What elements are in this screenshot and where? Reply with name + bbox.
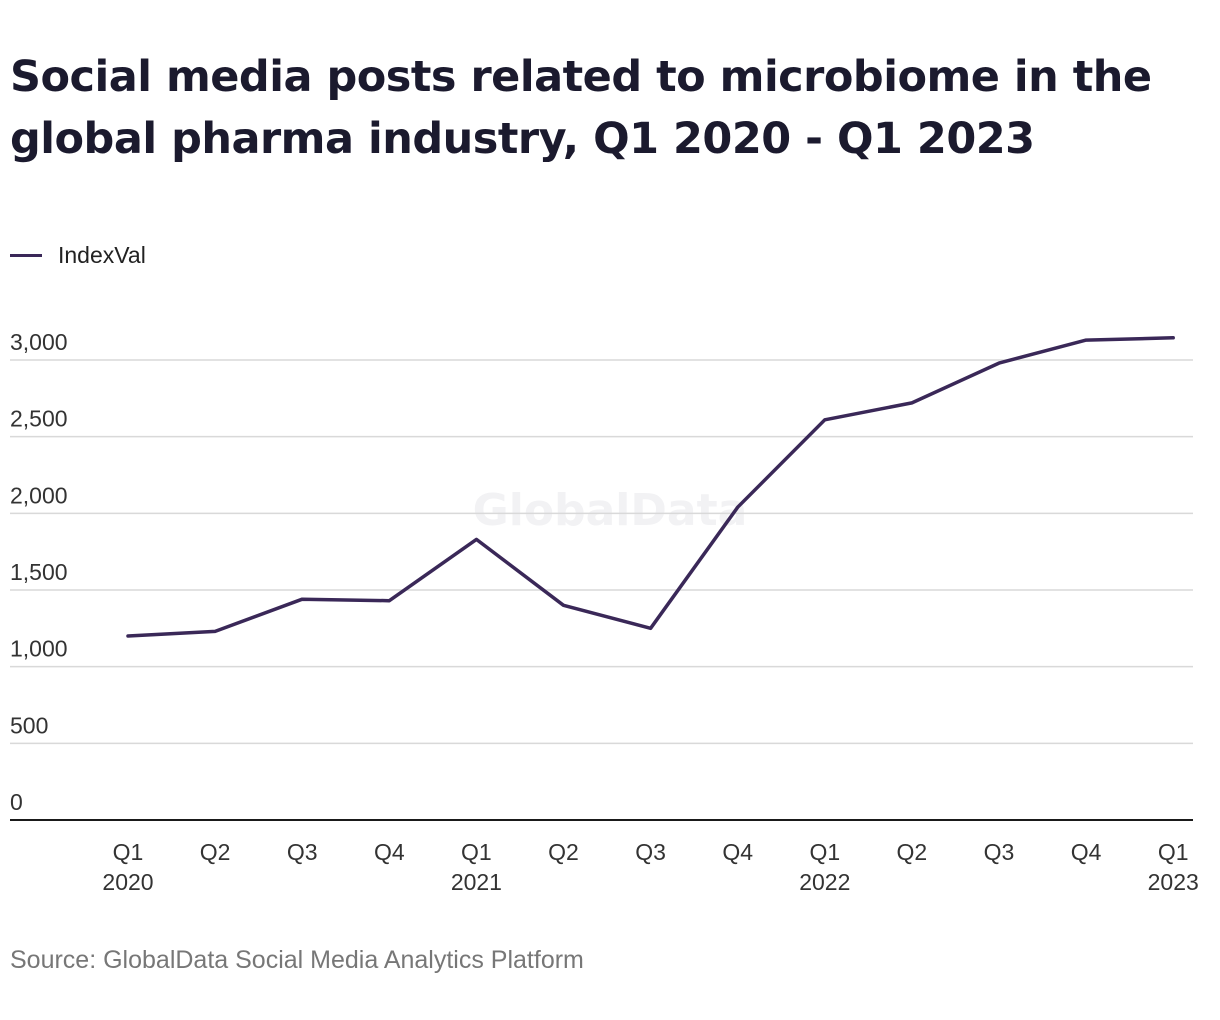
legend-swatch — [10, 254, 42, 257]
x-tick-label: Q4 — [374, 839, 405, 865]
x-tick-year-label: 2020 — [102, 869, 153, 895]
x-tick-label: Q1 — [1158, 839, 1189, 865]
x-tick-label: Q1 — [809, 839, 840, 865]
x-tick-label: Q2 — [548, 839, 579, 865]
y-tick-label: 1,500 — [10, 559, 68, 585]
x-tick-year-label: 2023 — [1148, 869, 1199, 895]
chart-title: Social media posts related to microbiome… — [10, 52, 1152, 164]
y-tick-label: 2,000 — [10, 482, 68, 508]
y-axis-ticks: 0 500 1,000 1,500 2,000 2,500 3,000 — [10, 329, 68, 815]
y-tick-label: 0 — [10, 789, 23, 815]
watermark: GlobalData — [473, 485, 748, 536]
x-tick-label: Q3 — [635, 839, 666, 865]
series-line-indexval — [126, 336, 1175, 638]
x-tick-label: Q2 — [897, 839, 928, 865]
source-note: Source: GlobalData Social Media Analytic… — [10, 946, 584, 974]
x-tick-label: Q3 — [984, 839, 1015, 865]
y-tick-label: 1,000 — [10, 636, 68, 662]
x-tick-label: Q3 — [287, 839, 318, 865]
x-tick-label: Q1 — [461, 839, 492, 865]
y-tick-label: 500 — [10, 712, 48, 738]
x-tick-label: Q4 — [722, 839, 753, 865]
legend-label: IndexVal — [58, 242, 146, 268]
legend: IndexVal — [10, 242, 146, 269]
x-tick-year-label: 2021 — [451, 869, 502, 895]
x-tick-label: Q2 — [200, 839, 231, 865]
x-tick-year-label: 2022 — [799, 869, 850, 895]
x-tick-label: Q4 — [1071, 839, 1102, 865]
gridlines — [10, 359, 1193, 745]
series-group — [126, 336, 1175, 638]
y-tick-label: 3,000 — [10, 329, 68, 355]
x-axis-ticks: Q1 2020 Q2 Q3 Q4 Q1 2021 Q2 Q3 Q4 Q1 2022 Q2 Q3 Q4 Q1 20… — [102, 839, 1198, 895]
x-tick-label: Q1 — [113, 839, 144, 865]
y-tick-label: 2,500 — [10, 406, 68, 432]
